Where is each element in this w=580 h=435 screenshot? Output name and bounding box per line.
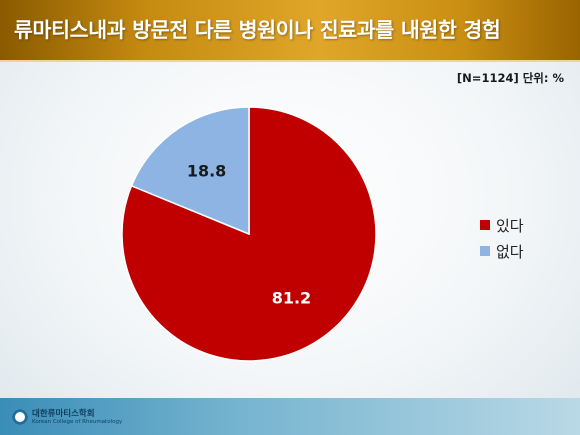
pie-slice-no (130, 106, 250, 236)
legend-label-yes: 있다 (496, 216, 524, 235)
footer-bar: 대한류마티스학회 Korean College of Rheumatology (0, 398, 580, 435)
footer-org-name: 대한류마티스학회 (32, 409, 95, 419)
legend-item-yes: 있다 (480, 212, 524, 238)
legend-swatch-no (480, 246, 490, 256)
legend: 있다 없다 (480, 212, 524, 264)
legend-swatch-yes (480, 220, 490, 230)
footer-org-name-en: Korean College of Rheumatology (32, 419, 123, 425)
data-label-yes: 81.2 (272, 288, 311, 307)
legend-item-no: 없다 (480, 238, 524, 264)
title-bar: 류마티스내과 방문전 다른 병원이나 진료과를 내원한 경험 (0, 0, 580, 62)
page-title: 류마티스내과 방문전 다른 병원이나 진료과를 내원한 경험 (14, 18, 501, 42)
data-label-no: 18.8 (187, 162, 226, 181)
unit-note: [N=1124] 단위: % (456, 71, 564, 85)
legend-label-no: 없다 (496, 242, 524, 261)
society-logo-icon (12, 409, 28, 425)
